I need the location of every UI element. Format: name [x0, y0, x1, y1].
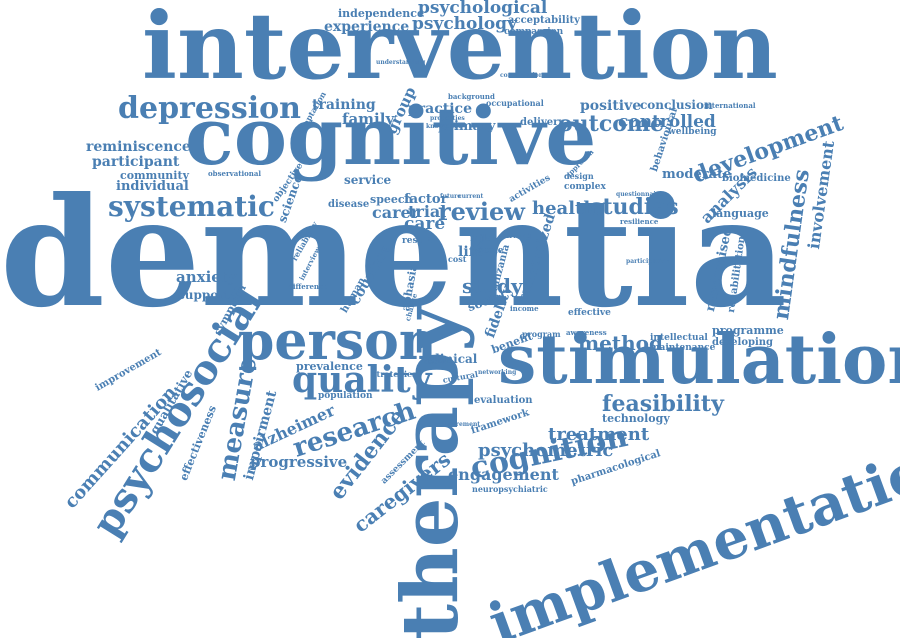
- word: disease: [328, 199, 370, 210]
- word: evaluation: [474, 395, 533, 406]
- word: service: [344, 173, 392, 187]
- word: independence: [338, 7, 424, 20]
- word: quality: [292, 359, 432, 401]
- word: review: [438, 197, 525, 226]
- word: design: [564, 171, 594, 181]
- word: neuropsychiatric: [472, 484, 548, 494]
- word: scale: [478, 246, 504, 256]
- word: psychology: [412, 14, 517, 34]
- word: knowledge: [426, 123, 462, 130]
- word: biomedicine: [722, 173, 791, 184]
- word: controlled: [618, 112, 716, 132]
- word: positive: [580, 98, 642, 114]
- word: delivery: [520, 117, 565, 128]
- word: intellectual: [650, 333, 708, 343]
- word: living: [506, 230, 532, 240]
- word: conversation: [500, 72, 544, 79]
- word: dementia: [0, 165, 787, 341]
- word: maintenance: [650, 343, 716, 353]
- word: individual: [116, 179, 189, 194]
- word: person: [238, 311, 437, 372]
- word: psychological: [418, 0, 548, 18]
- word: engagement: [448, 465, 559, 484]
- word: acceptability: [508, 15, 580, 26]
- word: developing: [712, 337, 774, 348]
- word: current: [458, 193, 484, 200]
- word: stimulation: [498, 320, 900, 400]
- word: support: [178, 288, 231, 302]
- word: international: [704, 101, 756, 110]
- word: clinical: [428, 352, 478, 366]
- word: strategies: [372, 369, 417, 379]
- word: networking: [478, 369, 517, 376]
- word: experience: [324, 19, 410, 35]
- word: questionnaire: [616, 191, 663, 198]
- word: population: [318, 391, 373, 401]
- word: programme: [712, 324, 784, 337]
- word: understanding: [376, 59, 426, 66]
- word: primary: [438, 119, 496, 134]
- word: trial: [408, 202, 447, 221]
- word: involvement: [804, 139, 839, 251]
- word: study: [462, 274, 523, 298]
- word: studies: [590, 194, 679, 220]
- word: awareness: [566, 328, 607, 337]
- word: feasibility: [602, 391, 724, 417]
- word: outcome: [558, 111, 665, 137]
- word: depression: [118, 91, 301, 126]
- word: improvement: [93, 346, 164, 394]
- word: psychometric: [478, 440, 614, 461]
- word: income: [510, 304, 539, 313]
- word: progressive: [250, 453, 348, 471]
- word: occupational: [486, 98, 544, 108]
- word: wellbeing: [668, 127, 717, 137]
- word: carer: [372, 203, 420, 222]
- word: health: [532, 198, 597, 219]
- word: speech: [370, 193, 413, 206]
- word: factor: [404, 192, 448, 207]
- word: difference: [288, 282, 328, 291]
- word: conclusion: [640, 98, 713, 112]
- word: anxiety: [176, 268, 237, 286]
- word: decline: [424, 357, 453, 366]
- word: moderate: [662, 167, 732, 182]
- word: language: [712, 207, 769, 220]
- word: training: [312, 97, 376, 113]
- word: prevalence: [296, 360, 363, 373]
- word: future: [440, 193, 462, 200]
- word: technology: [602, 412, 670, 425]
- word: measurement: [434, 421, 481, 428]
- word: family: [342, 110, 395, 128]
- word: method: [578, 331, 663, 355]
- word: intervention: [142, 0, 778, 100]
- word: cognitive: [185, 89, 597, 183]
- word: practice: [408, 101, 472, 117]
- word: observational: [208, 169, 262, 178]
- word: participant: [92, 154, 180, 170]
- word: systematic: [108, 190, 275, 223]
- word: complex: [564, 182, 606, 192]
- word: community: [120, 169, 189, 182]
- word: effective: [568, 308, 611, 318]
- word: program: [522, 329, 561, 339]
- word: treatment: [548, 424, 650, 445]
- word: reminiscence: [86, 139, 191, 155]
- word: care: [404, 214, 446, 234]
- word: result: [402, 236, 432, 246]
- word: properties: [430, 115, 465, 122]
- word: cost: [448, 254, 467, 264]
- word: compassion: [504, 27, 564, 37]
- word: participation: [626, 258, 670, 265]
- word: background: [448, 92, 495, 101]
- word: mild: [470, 234, 493, 244]
- word: life: [458, 244, 484, 260]
- word: resilience: [620, 217, 659, 226]
